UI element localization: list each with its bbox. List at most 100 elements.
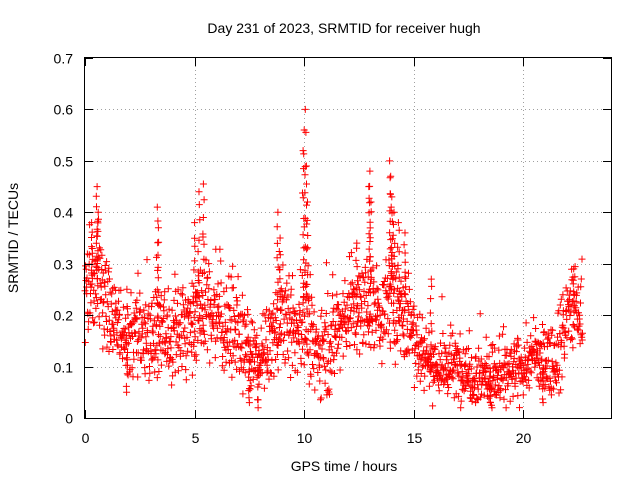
data-point (215, 312, 222, 320)
data-point (240, 316, 248, 324)
data-point (159, 318, 167, 326)
data-point (299, 308, 307, 316)
data-point (304, 244, 312, 252)
data-point (155, 301, 163, 309)
data-point (94, 219, 102, 227)
data-point (203, 281, 211, 289)
data-point (562, 284, 570, 292)
data-point (199, 180, 207, 188)
data-point (464, 345, 472, 352)
data-point (565, 327, 573, 335)
data-point (190, 313, 198, 321)
data-point (98, 251, 106, 259)
data-point (477, 393, 485, 401)
data-point (179, 284, 187, 292)
data-point (496, 394, 504, 402)
data-point (365, 245, 373, 253)
data-point (546, 340, 554, 348)
data-point (199, 214, 207, 221)
data-point (129, 333, 136, 340)
data-point (547, 391, 555, 399)
data-point (188, 279, 196, 287)
data-point (486, 392, 494, 400)
data-point (109, 320, 117, 328)
data-point (220, 339, 228, 347)
data-point (420, 386, 428, 394)
data-point (369, 317, 377, 325)
data-point (465, 327, 473, 335)
data-point (437, 372, 445, 380)
data-point (474, 385, 482, 393)
data-point (500, 323, 507, 331)
data-point (367, 273, 375, 281)
data-point (257, 324, 265, 332)
data-point (401, 249, 409, 257)
data-point (311, 386, 319, 394)
data-point (511, 382, 519, 390)
data-point (557, 386, 565, 394)
data-point (362, 269, 370, 277)
x-tick-label: 10 (297, 430, 313, 446)
data-point (288, 361, 296, 369)
data-point (333, 349, 340, 357)
data-point (265, 375, 273, 383)
data-point (195, 293, 203, 301)
data-point (275, 324, 283, 331)
data-point (497, 385, 505, 393)
data-point (172, 338, 180, 346)
data-point (220, 288, 228, 296)
data-point (219, 322, 227, 330)
data-point (140, 313, 148, 321)
data-point (303, 245, 311, 253)
data-point (463, 345, 471, 353)
data-point (504, 360, 512, 368)
data-point (350, 300, 358, 308)
data-point (427, 275, 435, 283)
data-point (264, 355, 272, 363)
data-point (170, 296, 178, 304)
data-point (199, 270, 206, 277)
data-point (191, 242, 199, 250)
data-point (232, 294, 240, 301)
data-point (339, 323, 347, 331)
data-point (242, 320, 250, 328)
data-point (353, 244, 361, 252)
data-point (395, 273, 403, 281)
data-point (304, 310, 312, 318)
data-point (274, 366, 282, 374)
data-point (410, 302, 418, 310)
data-point (238, 340, 246, 348)
data-point (185, 314, 193, 322)
data-point (510, 354, 518, 362)
data-point (117, 286, 125, 294)
data-point (487, 368, 494, 376)
data-point (540, 370, 548, 378)
data-point (215, 302, 223, 310)
data-point (527, 332, 535, 340)
data-point (334, 344, 342, 352)
data-point (222, 358, 230, 366)
data-point (276, 275, 284, 283)
data-point (149, 355, 157, 363)
data-point (170, 323, 178, 331)
data-point (262, 336, 270, 344)
data-point (389, 309, 397, 316)
data-point (568, 334, 575, 342)
y-tick-label: 0.5 (54, 154, 74, 170)
data-point (195, 201, 203, 209)
data-point (412, 326, 420, 334)
data-point (271, 328, 279, 336)
data-point (321, 379, 329, 387)
data-point (491, 344, 499, 352)
data-point (254, 364, 262, 372)
data-point (530, 314, 538, 322)
data-point (413, 372, 421, 380)
data-point (305, 380, 313, 388)
data-point (346, 253, 353, 261)
data-point (269, 318, 277, 326)
data-point (473, 394, 481, 402)
data-point (485, 378, 492, 386)
data-point (228, 316, 236, 324)
data-point (468, 397, 476, 405)
data-point (247, 317, 255, 325)
